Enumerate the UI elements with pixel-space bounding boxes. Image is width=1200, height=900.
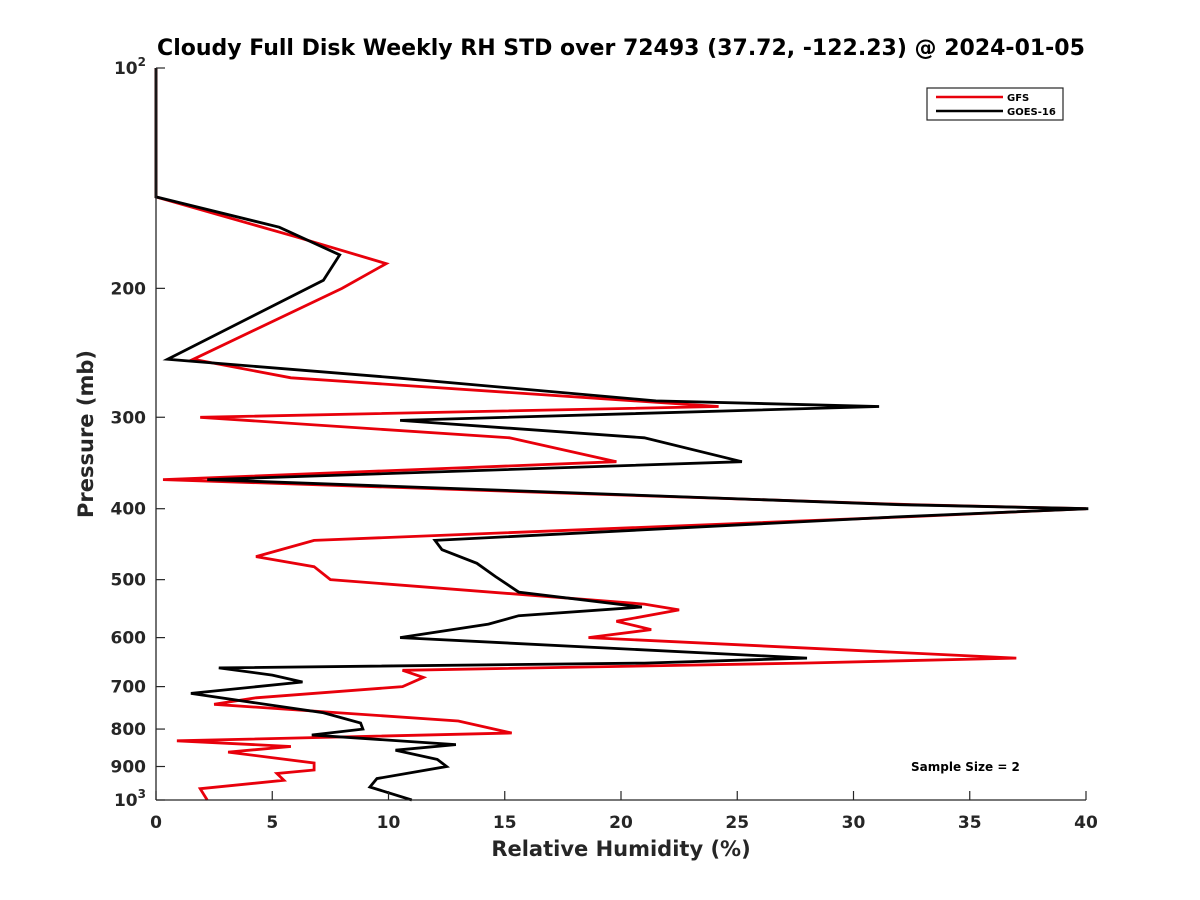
y-tick-label: 300 (111, 408, 147, 428)
y-tick-label: 103 (114, 787, 146, 811)
series-layer (154, 68, 1089, 802)
legend: GFS GOES-16 (926, 87, 1064, 121)
x-tick-label: 20 (609, 813, 633, 833)
plot-background (156, 68, 1086, 800)
y-tick-label: 400 (111, 500, 147, 520)
x-tick-label: 5 (266, 813, 278, 833)
chart-title: Cloudy Full Disk Weekly RH STD over 7249… (157, 36, 1085, 61)
x-tick-label: 10 (377, 813, 401, 833)
x-tick-label: 35 (958, 813, 982, 833)
x-tick-label: 0 (150, 813, 162, 833)
x-tick-label: 25 (725, 813, 749, 833)
series-line-goes-16 (154, 68, 1089, 802)
y-tick-label: 200 (111, 279, 147, 299)
legend-label-gfs: GFS (1007, 93, 1029, 104)
sample-size-annotation: Sample Size = 2 (911, 760, 1020, 774)
y-tick-label: 700 (111, 678, 147, 698)
y-tick-label: 900 (111, 758, 147, 778)
y-tick-label: 102 (114, 55, 146, 79)
x-ticks: 0 5 10 15 20 25 30 35 40 (150, 791, 1098, 833)
y-tick-label: 600 (111, 629, 147, 649)
series-line-gfs (154, 68, 1087, 801)
y-axis-label: Pressure (mb) (74, 350, 98, 518)
x-tick-label: 15 (493, 813, 517, 833)
legend-label-goes-16: GOES-16 (1007, 107, 1056, 118)
legend-box (926, 87, 1064, 121)
x-axis-label: Relative Humidity (%) (491, 837, 750, 861)
x-tick-label: 30 (842, 813, 866, 833)
y-tick-label: 800 (111, 720, 147, 740)
y-tick-label: 500 (111, 571, 147, 591)
x-tick-label: 40 (1074, 813, 1098, 833)
y-ticks: 102 200 300 400 500 600 700 800 900 103 (111, 55, 165, 811)
